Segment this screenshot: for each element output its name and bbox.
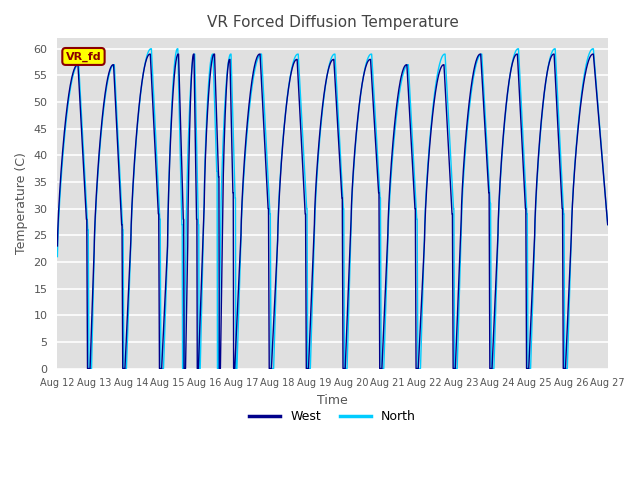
West [84,366,92,372]
West [604,222,612,228]
North [119,227,127,233]
West [309,258,317,264]
X-axis label: Time: Time [317,394,348,407]
West [119,366,127,372]
Y-axis label: Temperature (C): Temperature (C) [15,152,28,254]
Legend: West, North: West, North [244,406,421,428]
North [299,139,307,144]
Line: North: North [58,49,608,369]
West [299,169,307,175]
North [54,254,61,260]
North [367,51,375,57]
North [604,222,612,228]
West [146,51,154,57]
North [85,366,93,372]
North [309,281,317,287]
North [147,46,155,52]
Text: VR_fd: VR_fd [66,51,101,61]
West [288,68,296,73]
West [367,69,375,74]
North [97,140,104,145]
West [54,243,61,249]
Title: VR Forced Diffusion Temperature: VR Forced Diffusion Temperature [207,15,458,30]
North [288,66,296,72]
West [97,135,104,141]
Line: West: West [58,54,608,369]
